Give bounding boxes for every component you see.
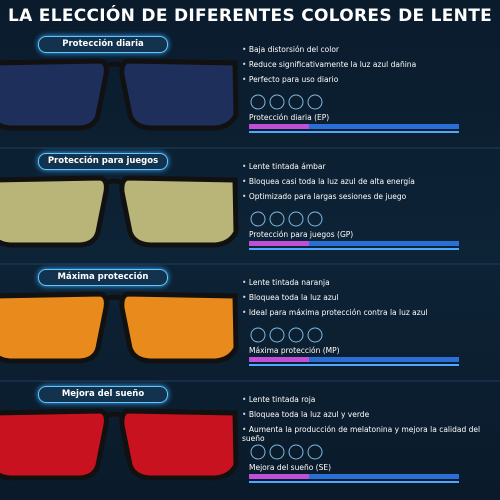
section-label: Protección para juegos	[38, 153, 168, 170]
icon	[250, 327, 266, 343]
bridge	[102, 294, 126, 303]
bar-accent	[249, 241, 309, 246]
bar	[249, 357, 459, 362]
bar	[249, 241, 459, 246]
icon	[250, 444, 266, 460]
bridge	[102, 411, 126, 420]
icon	[307, 211, 323, 227]
title: LA ELECCIÓN DE DIFERENTES COLORES DE LEN…	[7, 6, 493, 26]
icon	[269, 444, 285, 460]
bullet: Perfecto para uso diario	[242, 75, 492, 84]
bullet: Lente tintada naranja	[242, 278, 492, 287]
bar	[249, 474, 459, 479]
bar-label: Protección diaria (EP)	[249, 113, 330, 122]
bullet: Optimizado para largas sesiones de juego	[242, 192, 492, 201]
lens	[0, 291, 109, 364]
icon	[288, 94, 304, 110]
section-label: Máxima protección	[38, 269, 168, 286]
bar-line	[249, 248, 459, 250]
bar-label: Protección para juegos (GP)	[249, 230, 354, 239]
icon	[269, 327, 285, 343]
bullet: Bloquea casi toda la luz azul de alta en…	[242, 177, 492, 186]
bar	[249, 124, 459, 129]
bar-line	[249, 364, 459, 366]
bullet: Ideal para máxima protección contra la l…	[242, 308, 492, 317]
bar-label: Mejora del sueño (SE)	[249, 463, 332, 472]
icon	[269, 211, 285, 227]
bullet: Lente tintada ámbar	[242, 162, 492, 171]
section-label: Mejora del sueño	[38, 386, 168, 403]
lens	[0, 175, 109, 248]
icon	[288, 211, 304, 227]
lens	[119, 408, 239, 481]
icon	[307, 444, 323, 460]
lens	[119, 291, 239, 364]
bar-accent	[249, 474, 309, 479]
bullet: Aumenta la producción de melatonina y me…	[242, 425, 492, 443]
lens	[0, 408, 109, 481]
lens	[119, 58, 239, 131]
bullet: Reduce significativamente la luz azul da…	[242, 60, 492, 69]
section-label: Protección diaria	[38, 36, 168, 53]
lens	[119, 175, 239, 248]
icon	[250, 94, 266, 110]
icon	[250, 211, 266, 227]
bullet: Bloquea toda la luz azul y verde	[242, 410, 492, 419]
bridge	[102, 61, 126, 70]
bridge	[102, 178, 126, 187]
bar-line	[249, 131, 459, 133]
lens	[0, 58, 109, 131]
icon	[288, 444, 304, 460]
icon	[269, 94, 285, 110]
bar-label: Máxima protección (MP)	[249, 346, 340, 355]
bullet: Baja distorsión del color	[242, 45, 492, 54]
bullet: Bloquea toda la luz azul	[242, 293, 492, 302]
bullet: Lente tintada roja	[242, 395, 492, 404]
icon	[307, 327, 323, 343]
bar-line	[249, 481, 459, 483]
icon	[288, 327, 304, 343]
bar-accent	[249, 357, 309, 362]
icon	[307, 94, 323, 110]
bar-accent	[249, 124, 309, 129]
